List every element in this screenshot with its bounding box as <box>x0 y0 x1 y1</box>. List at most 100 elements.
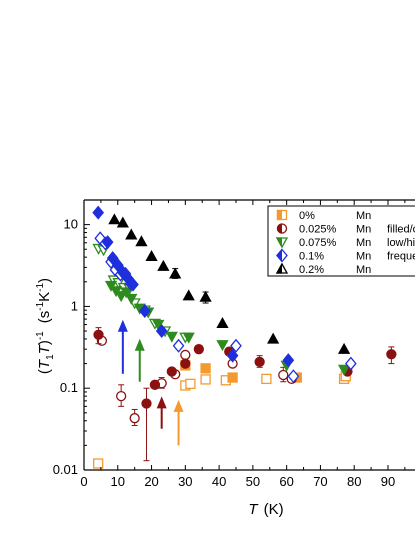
data-point-filled <box>226 348 239 363</box>
data-point-filled <box>267 332 280 344</box>
y-axis-title-sub: 1 <box>45 354 56 360</box>
data-point-filled <box>138 303 151 318</box>
data-point-filled <box>216 317 229 329</box>
legend-label: 0.075% <box>299 237 337 249</box>
data-point-filled <box>337 342 351 354</box>
y-axis-title-symbol: T <box>36 358 53 369</box>
data-point-open <box>180 349 191 361</box>
x-tick-label: 80 <box>347 474 361 489</box>
data-point-filled <box>101 235 114 250</box>
data-point-filled <box>93 329 104 340</box>
x-tick-label: 60 <box>279 474 293 489</box>
legend-marker-filled <box>276 223 282 234</box>
data-point-filled <box>120 287 133 299</box>
data-point-filled <box>145 249 158 261</box>
data-point-open <box>278 369 289 381</box>
y-tick-label: 0.1 <box>60 380 78 395</box>
arrow-head <box>117 319 128 332</box>
x-tick-label: 20 <box>144 474 158 489</box>
y-axis-title-symbol2: T <box>36 343 53 354</box>
data-point-filled <box>254 356 265 368</box>
x-tick-label: 50 <box>246 474 260 489</box>
y-axis-title-unit-mid: K <box>36 292 53 302</box>
data-point-open <box>200 374 211 385</box>
y-tick-label: 1 <box>71 298 78 313</box>
data-point-open <box>230 338 242 353</box>
x-tick-label: 70 <box>313 474 327 489</box>
data-point-open <box>287 369 300 384</box>
legend-unit: Mn <box>356 264 371 276</box>
legend-label: 0.1% <box>299 251 324 263</box>
arrow-head <box>156 396 167 409</box>
data-point-filled <box>337 364 351 376</box>
legend-marker-filled <box>276 248 282 263</box>
data-point-filled <box>155 324 168 339</box>
x-tick-label: 10 <box>111 474 125 489</box>
legend-label: 0.2% <box>299 264 324 276</box>
x-axis-title: T (K) <box>248 501 283 518</box>
data-point-filled <box>157 259 170 271</box>
y-axis-title: (T1T)-1(s-1K-1) <box>35 278 56 374</box>
data-point-filled <box>386 349 397 360</box>
data-point-filled <box>127 277 139 292</box>
legend-marker-filled <box>276 209 282 221</box>
data-point-open <box>93 458 104 469</box>
data-point-filled <box>227 372 238 383</box>
data-point-filled <box>180 358 191 369</box>
legend-unit: Mn <box>356 224 371 236</box>
data-point-filled <box>141 398 152 409</box>
data-point-filled <box>166 366 177 377</box>
data-point-open <box>116 390 127 402</box>
y-axis-title-unit-sup2: -1 <box>35 283 46 292</box>
arrow-head <box>173 399 184 412</box>
data-point-open <box>261 373 272 385</box>
x-tick-label: 0 <box>80 474 87 489</box>
x-tick-label: 90 <box>381 474 395 489</box>
arrow-head <box>134 338 145 351</box>
data-point-open <box>344 356 357 371</box>
legend-note: low/hig <box>387 237 415 249</box>
legend-unit: Mn <box>356 210 371 222</box>
legend-box <box>267 205 415 277</box>
data-point-filled <box>115 291 128 303</box>
y-axis-title-unit-close: ) <box>36 278 53 283</box>
data-point-filled <box>282 353 295 368</box>
data-layer <box>92 205 397 469</box>
data-point-filled <box>149 379 161 390</box>
data-point-filled <box>111 258 124 273</box>
data-point-filled <box>106 251 119 266</box>
y-axis-title-unit-open: (s <box>36 311 53 324</box>
data-point-filled <box>116 216 129 228</box>
x-axis-title-unit: (K) <box>264 501 284 518</box>
x-axis-title-symbol: T <box>248 501 259 518</box>
data-point-filled <box>108 213 121 225</box>
data-point-open <box>185 378 196 390</box>
data-point-filled <box>152 319 165 331</box>
legend-marker-filled <box>275 237 282 249</box>
legend-note: filled/op <box>387 224 415 236</box>
legend: 0% Mn 0.025% Mn filled/op 0.075% Mn low/hig 0.1%… <box>267 205 415 277</box>
legend-note: frequen <box>387 251 415 263</box>
y-axis-title-unit-sup1: -1 <box>35 301 46 310</box>
data-point-filled <box>125 293 138 305</box>
y-axis-title-close: ) <box>36 340 53 345</box>
x-tick-label: 30 <box>178 474 192 489</box>
data-point-filled <box>193 344 204 355</box>
data-point-filled <box>135 235 148 247</box>
legend-unit: Mn <box>356 251 371 263</box>
data-point-filled <box>199 290 212 302</box>
data-point-filled <box>104 280 118 292</box>
data-point-filled <box>92 205 105 220</box>
data-point-open <box>172 338 185 353</box>
series-0-1- <box>92 205 357 384</box>
legend-marker-filled <box>275 262 282 274</box>
y-tick-label: 0.01 <box>53 462 78 477</box>
data-point-filled <box>182 289 195 301</box>
y-axis-title-sup: -1 <box>35 331 46 340</box>
data-point-filled <box>200 363 211 374</box>
y-tick-label: 10 <box>64 217 78 232</box>
legend-label: 0% <box>299 210 315 222</box>
y-axis-title-open: ( <box>36 369 53 374</box>
data-point-filled <box>169 267 182 279</box>
